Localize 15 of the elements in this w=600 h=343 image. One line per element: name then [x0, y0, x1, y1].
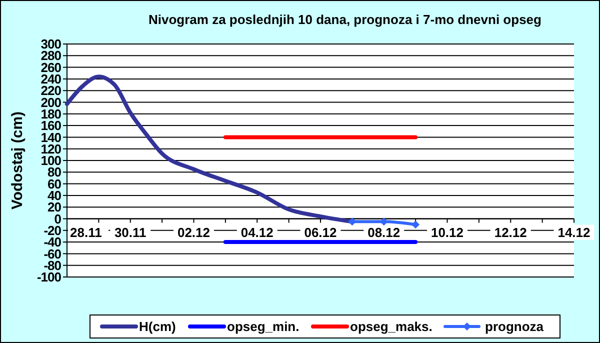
legend-label: opseg_min. — [227, 319, 300, 334]
x-tick-label: 10.12 — [430, 224, 464, 240]
legend-label: H(cm) — [139, 319, 176, 334]
x-tick-label: 08.12 — [368, 224, 400, 240]
x-tick-label: 30.11 — [114, 224, 146, 240]
y-axis-title: Vodostaj (cm) — [9, 111, 26, 210]
legend-label: opseg_maks. — [350, 319, 432, 334]
x-tick-label: 12.12 — [494, 224, 527, 240]
chart-title: Nivogram za poslednjih 10 dana, prognoza i 7-mo dnevni opseg — [148, 12, 542, 27]
x-tick-label: 14.12 — [558, 224, 590, 240]
x-tick-label: 04.12 — [240, 224, 274, 240]
x-tick-label: 06.12 — [304, 224, 337, 240]
x-tick-label: 28.11 — [70, 224, 102, 240]
legend-label: prognoza — [485, 319, 544, 334]
x-tick-label: 02.12 — [177, 224, 210, 240]
